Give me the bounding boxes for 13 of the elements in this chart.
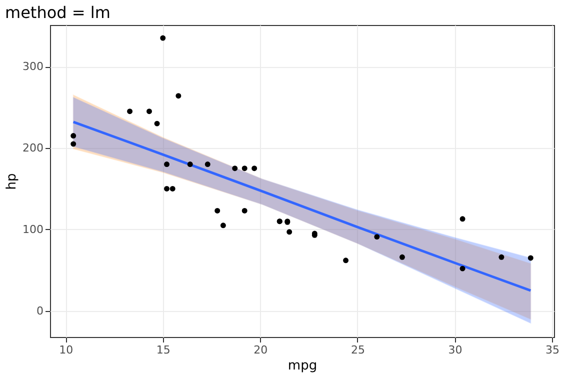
x-tick-label: 35 — [546, 344, 560, 356]
x-tick-label: 15 — [156, 344, 170, 356]
x-tick-label: 30 — [448, 344, 462, 356]
y-tick-label: 0 — [36, 304, 44, 318]
y-axis-title: hp — [4, 173, 20, 190]
chart-title: method = lm — [5, 3, 110, 22]
x-tick-label: 10 — [59, 344, 74, 356]
x-axis-title: mpg — [288, 358, 318, 374]
x-tick-label: 20 — [254, 344, 268, 356]
x-tick-label: 25 — [350, 344, 365, 356]
y-tick-label: 200 — [22, 142, 44, 155]
y-tick-label: 300 — [22, 60, 44, 74]
y-tick-label: 100 — [22, 222, 44, 236]
